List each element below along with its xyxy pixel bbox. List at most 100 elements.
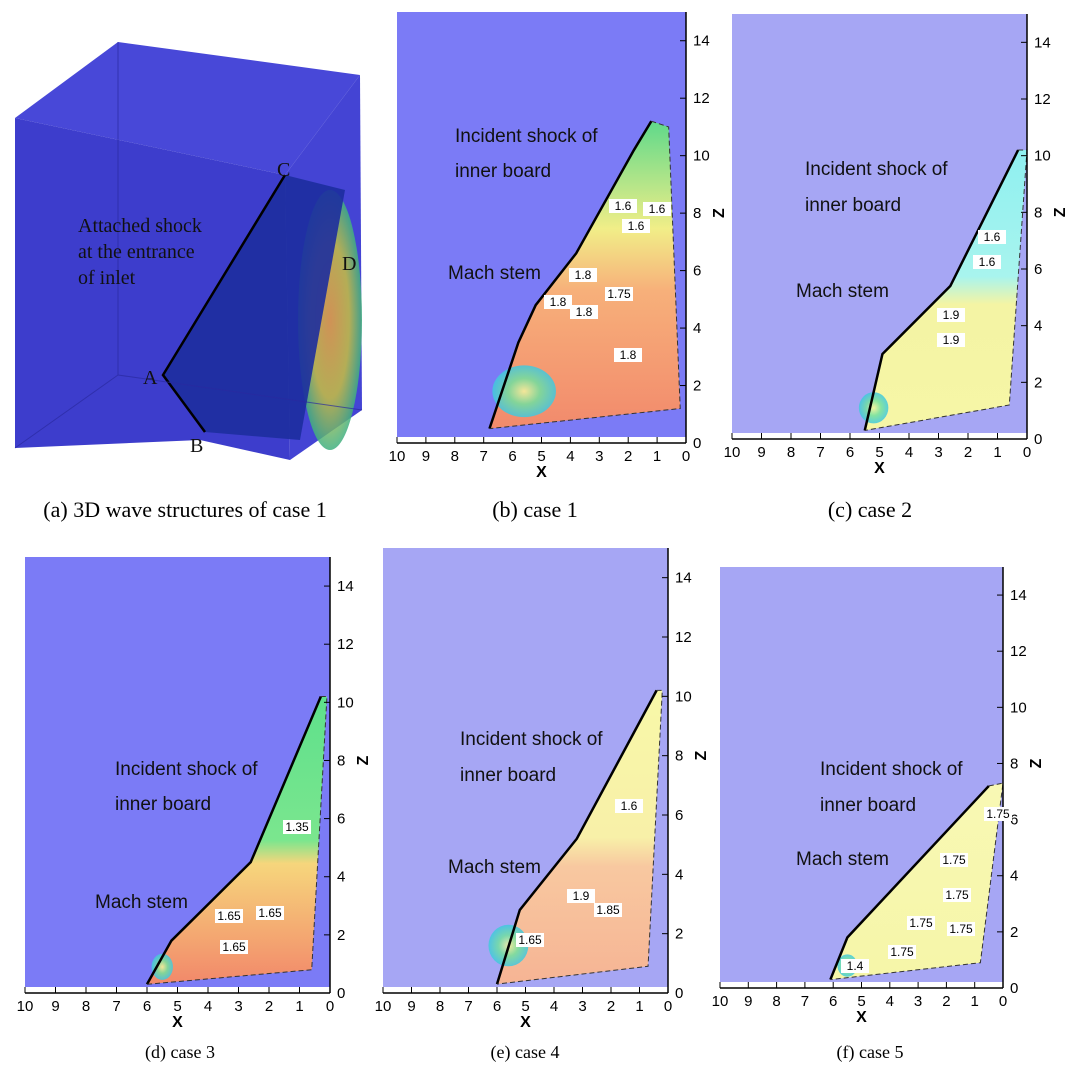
z-tick-label: 4 (693, 320, 701, 337)
z-tick-label: 0 (1010, 980, 1018, 997)
boundary (864, 149, 1028, 431)
x-tick-label: 5 (537, 448, 545, 465)
annotation: Incident shock of (455, 126, 598, 147)
shock-line (495, 689, 658, 985)
annotation: Attached shock (78, 215, 202, 237)
contour-label: 1.65 (222, 940, 246, 954)
contour-label: 1.65 (258, 906, 282, 920)
vortex-contours (492, 365, 556, 418)
caption: (c) case 2 (828, 497, 912, 522)
z-tick-label: 0 (337, 985, 345, 1002)
contour-label: 1.75 (909, 916, 933, 930)
z-tick-label: 8 (675, 748, 683, 765)
contour-label: 1.85 (596, 903, 620, 917)
z-tick-label: 10 (693, 148, 710, 165)
contour-label: 1.6 (984, 230, 1001, 244)
shock-edge (161, 174, 287, 433)
x-tick-label: 8 (772, 993, 780, 1010)
shock-surface (163, 175, 345, 440)
x-tick-label: 2 (265, 998, 273, 1015)
x-tick-label: 6 (829, 993, 837, 1010)
x-tick-label: 2 (964, 444, 972, 461)
contour-label-bg (567, 889, 595, 903)
contour-label: 1.65 (217, 909, 241, 923)
contour-label-bg (622, 219, 650, 233)
z-tick-label: 14 (675, 570, 692, 587)
contour-label-bg (973, 255, 1001, 269)
z-axis-label: Z (355, 755, 372, 765)
z-tick-label: 2 (1010, 924, 1018, 941)
x-tick-label: 0 (682, 448, 690, 465)
x-axis-label: X (856, 1009, 867, 1026)
x-tick-label: 6 (846, 444, 854, 461)
z-tick-label: 0 (693, 435, 701, 452)
annotation: Mach stem (796, 281, 889, 302)
contour-label: 1.75 (890, 945, 914, 959)
point-label: A (143, 367, 158, 389)
x-axis-label: X (536, 464, 547, 481)
contour-label-bg (615, 799, 643, 813)
z-tick-label: 8 (1010, 755, 1018, 772)
contour-label-bg (516, 933, 544, 947)
annotation: at the entrance (78, 241, 195, 263)
contour-label-bg (594, 903, 622, 917)
boundary (496, 689, 663, 985)
x-tick-label: 1 (971, 993, 979, 1010)
contour-label: 1.75 (607, 287, 631, 301)
contour-label-bg (643, 202, 671, 216)
z-tick-label: 12 (675, 629, 692, 646)
annotation: Incident shock of (115, 759, 258, 780)
x-tick-label: 9 (757, 444, 765, 461)
x-tick-label: 8 (82, 998, 90, 1015)
z-tick-label: 8 (337, 752, 345, 769)
z-tick-label: 14 (693, 33, 710, 50)
contour-label-bg (984, 807, 1012, 821)
contour-label: 1.35 (285, 820, 309, 834)
z-tick-label: 2 (337, 927, 345, 944)
x-tick-label: 1 (993, 444, 1001, 461)
annotation: inner board (455, 161, 551, 182)
z-tick-label: 14 (1010, 587, 1027, 604)
z-tick-label: 6 (337, 811, 345, 828)
contour-label-bg (937, 333, 965, 347)
x-tick-label: 6 (493, 998, 501, 1015)
x-tick-label: 0 (999, 993, 1007, 1010)
x-tick-label: 7 (480, 448, 488, 465)
z-tick-label: 10 (1010, 699, 1027, 716)
annotation: inner board (460, 765, 556, 786)
x-axis-label: X (172, 1014, 183, 1031)
x-tick-label: 9 (407, 998, 415, 1015)
z-tick-label: 14 (1034, 34, 1051, 51)
contour-label: 1.75 (986, 807, 1010, 821)
vortex-contours (858, 392, 889, 424)
annotation: Mach stem (796, 849, 889, 870)
x-tick-label: 7 (464, 998, 472, 1015)
shock-line (863, 149, 1020, 431)
x-tick-label: 2 (624, 448, 632, 465)
x-tick-label: 10 (724, 444, 741, 461)
x-tick-label: 5 (857, 993, 865, 1010)
contour-label: 1.65 (518, 933, 542, 947)
contour-label: 1.8 (620, 348, 637, 362)
x-tick-label: 10 (712, 993, 729, 1010)
z-tick-label: 12 (337, 636, 354, 653)
z-tick-label: 6 (1034, 261, 1042, 278)
z-tick-label: 14 (337, 578, 354, 595)
x-tick-label: 3 (234, 998, 242, 1015)
contour-label-bg (841, 959, 869, 973)
annotation: Mach stem (448, 263, 541, 284)
z-tick-label: 12 (1034, 91, 1051, 108)
boundary (146, 696, 328, 985)
point-label: B (190, 435, 203, 457)
contour-label-bg (978, 230, 1006, 244)
contour-label: 1.6 (621, 799, 638, 813)
caption: (d) case 3 (145, 1042, 215, 1063)
x-tick-label: 2 (607, 998, 615, 1015)
contour-label: 1.6 (628, 219, 645, 233)
z-tick-label: 4 (1034, 318, 1042, 335)
contour-label-bg (947, 922, 975, 936)
z-tick-label: 2 (675, 926, 683, 943)
x-tick-label: 9 (51, 998, 59, 1015)
x-tick-label: 0 (326, 998, 334, 1015)
